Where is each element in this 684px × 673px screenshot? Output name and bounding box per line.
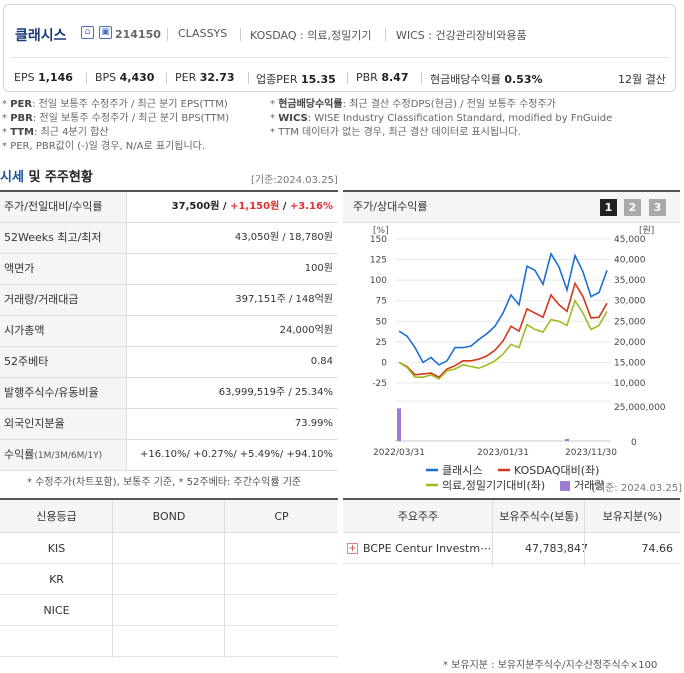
x-tick-label: 2022/03/31 <box>373 448 425 458</box>
right-tick-label: 40,000 <box>614 256 646 266</box>
footnote: * 보유지분 : 보유지분주식수/지수산정주식수×100 <box>443 660 658 671</box>
right-tick-label: 20,000 <box>614 338 646 348</box>
holders-base-date: [기준: 2024.03.25] <box>592 483 683 494</box>
notes-left: * PER: 전일 보통주 수정주가 / 최근 분기 EPS(TTM) * PB… <box>2 99 230 152</box>
chart-title: 주가/상대수익률 <box>353 200 428 213</box>
series-line-1 <box>398 281 608 379</box>
volume-tick-label: 0 <box>631 438 637 448</box>
table-row: 액면가 100원 <box>0 254 338 285</box>
left-tick-label: 150 <box>370 235 387 245</box>
series-line-2 <box>398 298 608 380</box>
metric-per: PER 32.73 <box>175 71 235 84</box>
table-row: 52Weeks 최고/최저 43,050원 / 18,780원 <box>0 223 338 254</box>
metric-bps: BPS 4,430 <box>95 71 155 84</box>
left-tick-label: 125 <box>370 256 387 266</box>
legend-swatch <box>560 481 570 491</box>
table-row: KIS <box>0 533 338 564</box>
legend-label: 의료,정밀기기대비(좌) <box>442 479 545 492</box>
volume-bar <box>565 438 569 441</box>
home-icon[interactable]: ⌂ <box>81 26 94 39</box>
table-row: KR <box>0 564 338 595</box>
stock-header-card: 클래시스 ⌂ ▣ 214150 CLASSYS KOSDAQ : 의료,정밀기기… <box>3 4 676 92</box>
right-axis-unit: [원] <box>639 225 654 236</box>
period-button-3[interactable]: 3 <box>649 199 666 216</box>
right-tick-label: 35,000 <box>614 276 646 286</box>
table-row: 주가/전일대비/수익률 37,500원 / +1,150원 / +3.16% <box>0 192 338 223</box>
x-tick-label: 2023/11/30 <box>565 448 617 458</box>
expand-icon[interactable]: + <box>347 543 358 554</box>
company-name[interactable]: 클래시스 <box>15 28 67 44</box>
right-tick-label: 45,000 <box>614 235 646 245</box>
metric-eps: EPS 1,146 <box>14 71 73 84</box>
holder-name[interactable]: BCPE Centur Investm⋯ <box>363 542 492 555</box>
left-axis-unit: [%] <box>373 226 389 236</box>
period-button-1[interactable]: 1 <box>600 199 617 216</box>
table-row: 외국인지분율 73.99% <box>0 409 338 440</box>
price-table: 주가/전일대비/수익률 37,500원 / +1,150원 / +3.16% 5… <box>0 190 338 471</box>
legend-label: 클래시스 <box>442 464 482 477</box>
x-tick-label: 2023/01/31 <box>477 448 529 458</box>
table-row: + BCPE Centur Investm⋯ 47,783,847 74.66 <box>343 533 680 564</box>
period-button-2[interactable]: 2 <box>624 199 641 216</box>
left-tick-label: 0 <box>381 358 387 368</box>
section-title: 시세 및 주주현황 <box>0 170 93 185</box>
metric-dividend-yield: 현금배당수익률 0.53% <box>430 73 543 86</box>
price-note: * 수정주가(차트포함), 보통주 기준, * 52주베타: 주간수익률 기준 <box>27 477 302 488</box>
left-tick-label: 50 <box>376 317 388 327</box>
left-tick-label: 25 <box>376 338 387 348</box>
fiscal-month: 12월 결산 <box>618 73 666 86</box>
credit-rating-table: 신용등급 BOND CP KIS KR NICE <box>0 498 338 658</box>
right-tick-label: 15,000 <box>614 358 646 368</box>
table-row <box>0 626 338 657</box>
price-return-chart: [%] [원] 150 45,000 125 40,000 100 35,000 75 30,00… <box>370 225 666 492</box>
table-row: 수익률(1M/3M/6M/1Y) +16.10%/ +0.27%/ +5.49%… <box>0 440 338 471</box>
ticker-code: 214150 <box>115 28 161 41</box>
metric-industry-per: 업종PER 15.35 <box>256 73 336 86</box>
notes-right: * 현금배당수익률: 최근 결산 수정DPS(현금) / 전일 보통주 수정주가… <box>270 99 613 138</box>
series-line-0 <box>398 251 608 366</box>
wics-sector: WICS : 건강관리장비와용품 <box>396 29 527 42</box>
major-holders-table: 주요주주 보유주식수(보통) 보유지분(%) + BCPE Centur Inv… <box>343 498 680 566</box>
table-row: 시가총액 24,000억원 <box>0 316 338 347</box>
volume-tick-label: 25,000,000 <box>614 403 666 413</box>
table-row: NICE <box>0 595 338 626</box>
legend-label: 거래량 <box>574 479 604 492</box>
chart-panel: 주가/상대수익률 1 2 3 [%] [원] 150 45,000 125 40,000 1… <box>343 190 680 492</box>
table-row: 발행주식수/유동비율 63,999,519주 / 25.34% <box>0 378 338 409</box>
left-tick-label: -25 <box>372 379 387 389</box>
metric-pbr: PBR 8.47 <box>356 71 409 84</box>
english-name: CLASSYS <box>178 27 228 40</box>
table-row: 52주베타 0.84 <box>0 347 338 378</box>
left-tick-label: 75 <box>376 297 387 307</box>
table-row: 거래량/거래대금 397,151주 / 148억원 <box>0 285 338 316</box>
legend-label: KOSDAQ대비(좌) <box>514 464 599 477</box>
right-tick-label: 30,000 <box>614 297 646 307</box>
right-tick-label: 10,000 <box>614 379 646 389</box>
left-tick-label: 100 <box>370 276 387 286</box>
volume-bar <box>397 408 401 441</box>
market-sector: KOSDAQ : 의료,정밀기기 <box>250 29 372 42</box>
base-date: [기준:2024.03.25] <box>251 175 338 186</box>
building-icon[interactable]: ▣ <box>99 26 112 39</box>
right-tick-label: 25,000 <box>614 317 646 327</box>
